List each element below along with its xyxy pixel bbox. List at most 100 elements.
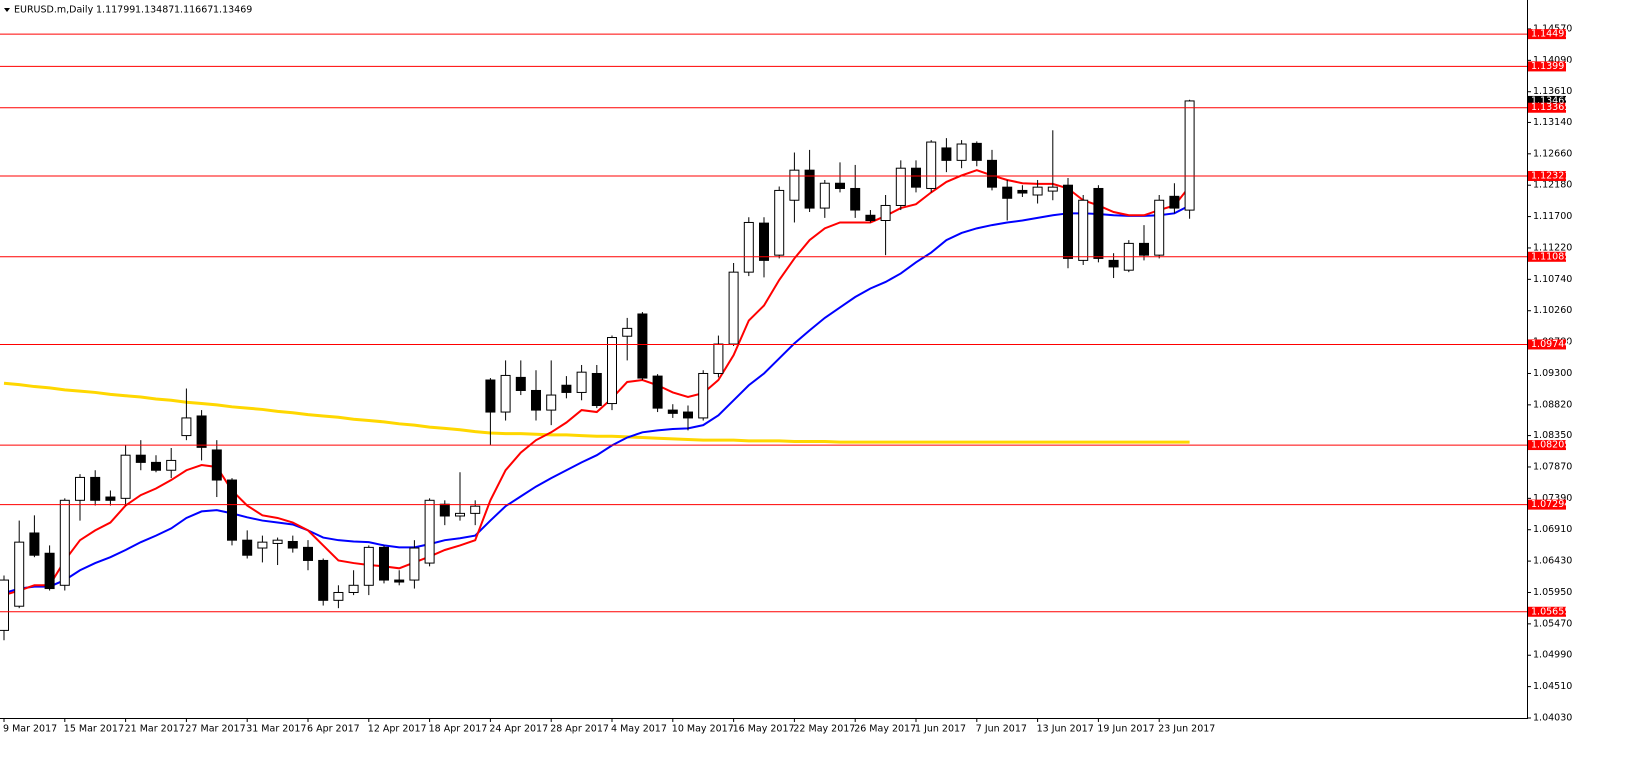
x-tick-label: 9 Mar 2017 [3,724,57,735]
y-tick-label: 1.05470 [1533,618,1572,629]
candle-body [515,376,526,391]
candle-body [607,337,617,405]
y-tick-label: 1.05950 [1533,587,1572,598]
candle-body [151,461,161,471]
candle-body [379,546,389,581]
candle-body [1108,259,1119,268]
candle-body [1139,242,1149,256]
level-label: 1.12321 [1531,170,1570,181]
candle-body [1078,199,1089,261]
candle-body [181,417,192,437]
candle-body [348,584,359,593]
candle-body [105,496,116,501]
candle-body [850,187,861,211]
level-label: 1.13997 [1531,61,1570,72]
x-tick-label: 22 May 2017 [793,724,855,735]
y-tick-label: 1.11700 [1533,211,1572,222]
candle-body [759,222,769,261]
y-tick-label: 1.07870 [1533,461,1572,472]
candle-body [14,541,25,607]
candle-body [546,394,557,411]
candle-body [227,479,237,541]
candle-body [1017,189,1028,194]
x-tick-label: 23 Jun 2017 [1158,724,1215,735]
candle-body [470,505,481,514]
x-tick-label: 26 May 2017 [854,724,916,735]
x-tick-label: 16 May 2017 [733,724,795,735]
candle-body [789,169,800,201]
candle-body [774,189,785,256]
candle-body [287,540,298,549]
candle-body [804,169,815,209]
header-close: 1.13469 [213,5,252,16]
y-tick-label: 1.11220 [1533,242,1572,253]
y-tick-label: 1.13610 [1533,86,1572,97]
y-tick-label: 1.09300 [1533,368,1572,379]
candle-body [865,214,876,222]
candle-body [394,579,405,583]
candle-body [667,409,678,414]
x-tick-label: 15 Mar 2017 [64,724,124,735]
y-tick-label: 1.04510 [1533,681,1572,692]
indicator-line [3,204,1191,595]
candle-body [29,532,40,556]
candle-body [591,372,602,407]
candle-body [895,167,906,206]
x-tick-label: 13 Jun 2017 [1037,724,1094,735]
collapse-arrow[interactable] [4,8,10,12]
x-tick-label: 10 May 2017 [672,724,734,735]
candle-body [622,327,633,337]
x-tick-label: 21 Mar 2017 [125,724,185,735]
candle-body [652,375,663,409]
header-open: 1.11799 [96,5,135,16]
candle-body [363,546,374,586]
level-tag [1528,29,1566,40]
level-tag [1528,339,1566,350]
indicator-line [3,381,1190,444]
candle-body [439,503,450,517]
candle-body [318,559,329,601]
y-tick-label: 1.06430 [1533,556,1572,567]
candle-body [409,547,420,581]
candle-body [485,379,496,413]
level-tag [1528,61,1566,72]
candle-body [637,313,648,379]
candle-body [561,384,572,393]
y-tick-label: 1.04990 [1533,650,1572,661]
candle-body [257,541,268,549]
candle-body [135,454,146,463]
current-price-label: 1.13469 [1531,95,1570,106]
x-tick-label: 7 Jun 2017 [976,724,1027,735]
y-tick-label: 1.13140 [1533,117,1572,128]
candle-body [1154,199,1165,256]
level-label: 1.11085 [1531,251,1570,262]
candle-body [1002,186,1013,199]
current-price-tag [1528,95,1566,106]
x-tick-label: 24 Apr 2017 [489,724,548,735]
candle-body [531,389,541,411]
level-tag [1528,251,1566,262]
candle-body [698,372,709,419]
candle-body [242,539,253,556]
candle-body [211,449,222,481]
x-tick-label: 18 Apr 2017 [429,724,488,735]
y-tick-label: 1.12660 [1533,148,1572,159]
candle-body [0,579,9,631]
chart-title: EURUSD.m,Daily [14,5,94,16]
candle-body [911,167,921,188]
candle-body [971,142,982,161]
candle-body [1169,195,1180,209]
level-label: 1.05655 [1531,606,1570,617]
level-tag [1528,606,1566,617]
candle-body [987,159,997,188]
y-tick-label: 1.14090 [1533,55,1572,66]
level-label: 1.09744 [1531,339,1570,350]
level-tag [1528,102,1566,113]
candle-body [424,499,435,564]
x-tick-label: 31 Mar 2017 [246,724,306,735]
level-label: 1.13365 [1531,102,1570,113]
candle-body [120,454,131,499]
candle-body [880,204,891,222]
